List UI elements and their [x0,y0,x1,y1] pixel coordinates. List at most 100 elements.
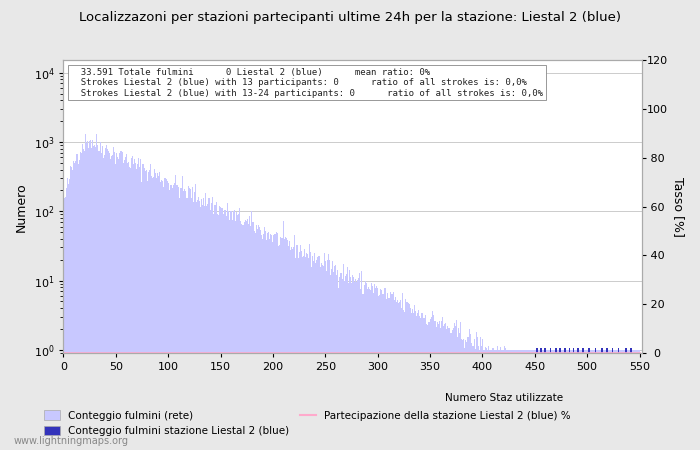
Bar [377,288,378,450]
Bar [152,178,153,450]
Bar [206,206,207,450]
Bar [498,350,500,450]
Bar [156,178,157,450]
Bar [248,224,249,450]
Bar [340,273,342,450]
Bar [363,285,365,450]
Bar [514,350,515,450]
Bar [519,350,521,450]
Bar [237,216,238,450]
Bar [416,315,417,450]
Bar [67,178,68,450]
Bar [249,216,251,450]
Bar [234,221,236,450]
Partecipazione della stazione Liestal 2 (blue) % [636,350,644,356]
Bar [211,198,213,450]
Bar [563,350,564,450]
Bar [89,140,90,450]
Bar [131,158,132,450]
Bar [183,191,184,450]
Bar [468,337,469,450]
Bar [93,146,95,450]
Bar [180,188,181,450]
Bar [68,184,69,450]
Bar [547,350,548,450]
Bar [223,214,224,450]
Bar [155,173,156,450]
Bar [232,211,234,450]
Bar [107,149,108,450]
Bar [580,350,582,450]
Bar [164,178,165,450]
Bar [92,140,93,450]
Bar [512,350,513,450]
Bar [160,181,161,450]
Bar [205,193,206,450]
Bar [453,328,454,450]
Bar [626,350,627,450]
Bar [219,206,220,450]
Bar [618,348,620,450]
Bar [150,164,151,450]
Bar [529,350,530,450]
Bar [411,313,412,450]
Bar [333,272,334,450]
Bar [69,180,70,450]
Bar [344,276,346,450]
Bar [457,337,458,450]
Bar [619,350,620,450]
Bar [361,271,363,450]
Bar [103,158,104,450]
Bar [483,350,484,450]
Bar [523,350,524,450]
Bar [245,220,246,450]
Bar [299,252,300,450]
Bar [502,350,503,450]
Bar [496,346,498,450]
Bar [165,179,167,450]
Bar [534,350,536,450]
Bar [559,350,561,450]
Bar [281,238,282,450]
Bar [636,350,637,450]
Bar [612,350,614,450]
Bar [612,348,613,450]
Bar [318,256,319,450]
Partecipazione della stazione Liestal 2 (blue) % [458,350,467,356]
Bar [452,330,453,450]
Bar [473,338,475,450]
Bar [305,257,306,450]
Bar [422,313,423,450]
Bar [194,192,195,450]
Bar [549,350,550,450]
Bar [392,294,393,450]
Bar [635,350,636,450]
Bar [280,237,281,450]
Bar [196,202,197,450]
Bar [605,350,606,450]
Bar [158,176,159,450]
Bar [527,350,528,450]
Bar [622,350,623,450]
Bar [99,141,101,450]
Y-axis label: Tasso [%]: Tasso [%] [672,177,685,237]
Bar [398,302,399,450]
Bar [378,296,379,450]
Bar [239,208,240,450]
Bar [559,348,561,450]
Bar [633,350,634,450]
Bar [111,156,112,450]
Bar [402,293,403,450]
Bar [300,244,301,450]
Bar [485,347,486,450]
Bar [285,237,286,450]
Bar [486,347,487,450]
Bar [356,282,357,450]
Bar [314,253,315,450]
Bar [461,339,462,450]
Bar [188,189,190,450]
Bar [240,220,241,450]
Bar [481,346,482,450]
Bar [504,346,505,450]
Bar [615,350,616,450]
